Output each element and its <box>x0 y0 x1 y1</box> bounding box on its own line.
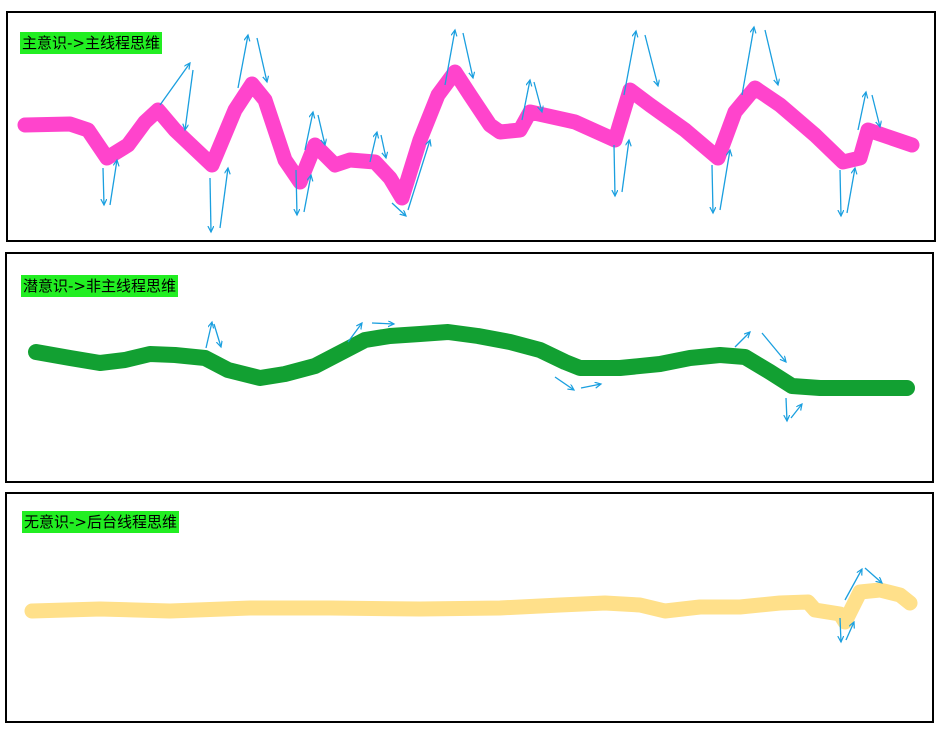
arrow <box>444 30 455 86</box>
arrow <box>213 323 221 347</box>
arrow <box>159 63 190 106</box>
subconscious-panel: 潜意识->非主线程思维 <box>5 252 934 483</box>
arrow <box>317 114 325 145</box>
arrow <box>871 94 880 127</box>
arrow <box>407 140 430 211</box>
conscious-wave-line <box>17 64 920 206</box>
arrow <box>103 167 104 205</box>
arrow <box>845 622 854 641</box>
arrow <box>462 32 473 78</box>
arrow <box>621 140 629 193</box>
arrow <box>790 404 802 419</box>
arrow <box>205 322 212 349</box>
subconscious-label: 潜意识->非主线程思维 <box>21 275 178 297</box>
arrow <box>533 81 542 112</box>
arrow <box>210 177 211 232</box>
arrow <box>864 567 882 583</box>
arrow <box>303 175 311 213</box>
arrow <box>304 112 313 151</box>
arrow <box>741 27 754 96</box>
arrow <box>840 169 841 216</box>
arrow <box>256 37 267 82</box>
arrow <box>391 202 406 216</box>
conscious-label: 主意识->主线程思维 <box>20 32 162 54</box>
unconscious-wave-line <box>24 582 918 630</box>
arrow <box>219 168 228 229</box>
arrow <box>764 29 778 85</box>
arrow <box>521 80 530 121</box>
arrow <box>734 332 750 348</box>
conscious-arrows <box>103 27 880 232</box>
subconscious-wave-line <box>28 324 915 396</box>
arrow <box>857 92 866 131</box>
arrow <box>761 332 786 362</box>
subconscious-arrows <box>205 322 802 421</box>
arrow <box>296 169 297 215</box>
arrow <box>369 132 377 163</box>
arrow <box>580 384 601 389</box>
arrow <box>840 617 841 642</box>
arrow <box>237 35 248 89</box>
unconscious-arrows <box>840 567 882 642</box>
arrow <box>719 150 730 211</box>
arrow <box>712 164 713 213</box>
arrow <box>109 160 117 206</box>
arrow <box>380 134 386 158</box>
arrow <box>644 34 658 86</box>
arrow <box>614 144 615 196</box>
arrow <box>347 323 362 343</box>
arrow <box>554 376 574 390</box>
arrow <box>846 168 855 214</box>
arrow <box>786 397 787 421</box>
unconscious-label: 无意识->后台线程思维 <box>22 511 179 533</box>
arrow <box>185 69 194 130</box>
arrow <box>844 569 862 601</box>
conscious-panel: 主意识->主线程思维 <box>6 11 936 242</box>
arrow <box>623 31 636 96</box>
arrow <box>371 323 394 324</box>
